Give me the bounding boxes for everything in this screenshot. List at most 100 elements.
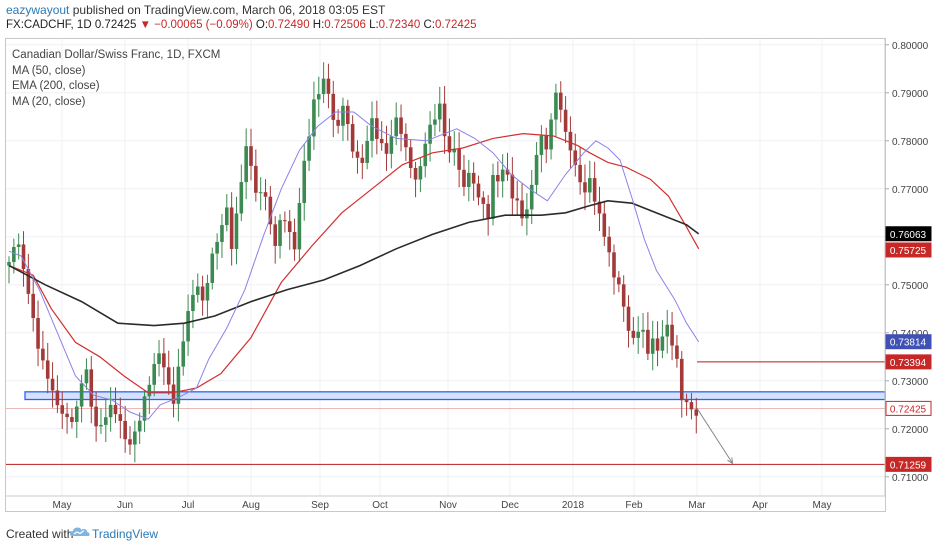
- x-axis-tick-label: Aug: [242, 500, 260, 511]
- author-link[interactable]: eazywayout: [6, 3, 70, 17]
- price-tag-box: [885, 242, 932, 258]
- candle-body: [689, 402, 694, 410]
- y-axis-tick-label: 0.73000: [892, 377, 929, 388]
- x-axis-tick-label: Mar: [688, 500, 706, 511]
- candle-body: [360, 157, 365, 163]
- close-label: C:: [423, 19, 435, 31]
- candle-body: [162, 353, 166, 368]
- candle-body: [621, 284, 626, 307]
- candle-body: [234, 213, 239, 249]
- price-tag-box: [885, 456, 932, 472]
- candle-body: [283, 220, 287, 222]
- candle-body: [137, 420, 142, 432]
- candle-body: [583, 182, 587, 193]
- candle-body: [55, 390, 60, 406]
- candle-body: [36, 318, 40, 349]
- candle-body: [617, 277, 621, 285]
- tradingview-cloud-icon[interactable]: [70, 525, 90, 539]
- y-axis-tick-label: 0.75000: [892, 281, 929, 292]
- candle-body: [539, 135, 544, 155]
- price-tag-box: [885, 334, 932, 350]
- candle-body: [186, 311, 190, 342]
- published-text: published on TradingView.com, March 06, …: [72, 3, 386, 17]
- candle-body: [157, 353, 161, 364]
- x-axis-tick-label: 2018: [562, 500, 585, 511]
- candle-body: [544, 135, 549, 150]
- publisher-line: eazywayout published on TradingView.com,…: [6, 3, 385, 17]
- x-axis-tick-label: Jul: [182, 500, 195, 511]
- price-tag-label: 0.71259: [890, 460, 927, 471]
- candle-body: [50, 378, 55, 391]
- candle-body: [118, 414, 123, 421]
- projection-arrow: [695, 406, 733, 464]
- low-label: L:: [369, 19, 379, 31]
- legend-ma50[interactable]: MA (50, close): [12, 64, 86, 77]
- candle-body: [384, 143, 389, 154]
- candle-body: [442, 103, 447, 137]
- candle-body: [515, 198, 519, 201]
- candle-body: [205, 282, 210, 301]
- y-axis-tick-label: 0.78000: [892, 137, 929, 148]
- candle-body: [428, 124, 432, 144]
- candle-body: [239, 182, 244, 214]
- legend-ema200[interactable]: EMA (200, close): [12, 80, 100, 92]
- candle-body: [404, 133, 408, 148]
- x-axis-tick-label: May: [813, 500, 832, 511]
- price-tag: 0.75725: [885, 242, 932, 258]
- y-axis-tick-label: 0.72000: [892, 425, 929, 436]
- candle-body: [636, 331, 640, 338]
- candle-body: [558, 92, 563, 110]
- candle-body: [568, 131, 573, 151]
- candle-body: [176, 366, 181, 404]
- candle-body: [675, 345, 679, 359]
- candle-body: [597, 201, 602, 214]
- candle-body: [650, 338, 655, 354]
- candle-body: [16, 244, 21, 247]
- candle-body: [670, 324, 674, 346]
- candle-body: [457, 148, 461, 170]
- candle-body: [326, 78, 331, 94]
- candle-body: [423, 143, 428, 167]
- candle-body: [447, 136, 452, 153]
- candle-body: [602, 213, 607, 237]
- symbol-line: FX:CADCHF, 1D 0.72425 ▼ −0.00065 (−0.09%…: [6, 19, 477, 31]
- candle-body: [65, 413, 69, 418]
- candle-body: [278, 220, 282, 246]
- candle-body: [346, 105, 350, 125]
- candle-body: [297, 203, 302, 250]
- last-price: 0.72425: [94, 19, 137, 31]
- candle-body: [486, 203, 490, 219]
- candle-body: [108, 404, 113, 418]
- candle-body: [215, 241, 219, 254]
- price-tag: 0.73814: [885, 334, 932, 350]
- candles-group: [7, 62, 699, 463]
- tradingview-brand-link[interactable]: TradingView: [92, 527, 159, 541]
- legend-ma20[interactable]: MA (20, close): [12, 95, 86, 108]
- x-axis-tick-label: Oct: [372, 500, 388, 511]
- candle-body: [563, 109, 568, 132]
- candle-body: [133, 431, 137, 445]
- candle-body: [292, 231, 297, 250]
- x-axis-tick-label: Apr: [752, 500, 768, 511]
- candle-body: [578, 164, 582, 183]
- candle-body: [626, 306, 631, 331]
- candle-body: [181, 341, 186, 367]
- projection-arrow-head: [727, 457, 734, 465]
- candle-body: [631, 330, 636, 338]
- price-tag-box: [885, 354, 932, 370]
- candle-body: [641, 329, 645, 332]
- candle-body: [331, 93, 336, 120]
- candle-body: [510, 174, 515, 199]
- legend-instrument: Canadian Dollar/Swiss Franc, 1D, FXCM: [12, 49, 221, 61]
- x-axis-tick-label: May: [53, 500, 72, 511]
- candle-body: [74, 406, 79, 422]
- open-value: 0.72490: [268, 19, 310, 31]
- candle-body: [84, 369, 89, 384]
- price-tag: 0.76063: [885, 226, 932, 242]
- candle-body: [525, 209, 529, 219]
- candle-body: [89, 369, 94, 407]
- y-axis-tick-label: 0.77000: [892, 185, 929, 196]
- price-tag-label: 0.76063: [890, 230, 927, 241]
- candle-body: [94, 406, 98, 427]
